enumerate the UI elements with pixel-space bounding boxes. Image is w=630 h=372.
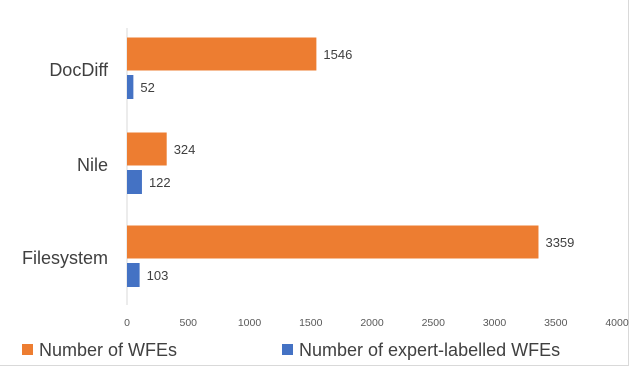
x-tick-label: 1500 [299,317,323,329]
bar-docdiff-number-of-wfes [127,37,317,71]
legend: Number of WFEs Number of expert-labelled … [22,340,560,360]
x-tick-label: 2500 [422,317,446,329]
x-tick-label: 4000 [605,317,629,329]
x-tick-label: 500 [179,317,197,329]
bar-nile-number-of-expert-labelled-wfes [127,170,142,194]
data-label-filesystem-number-of-wfes: 3359 [545,235,574,250]
category-label-docdiff: DocDiff [49,60,109,80]
category-label-filesystem: Filesystem [22,248,108,268]
category-labels: DocDiff Nile Filesystem [22,60,109,268]
bar-docdiff-number-of-expert-labelled-wfes [127,75,134,99]
x-tick-label: 3500 [544,317,568,329]
x-tick-label: 3000 [483,317,507,329]
x-tick-label: 1000 [238,317,262,329]
data-label-nile-number-of-wfes: 324 [174,142,196,157]
bars-group: 1546 52 324 122 3359 103 [127,37,574,287]
data-label-docdiff-number-of-wfes: 1546 [323,47,352,62]
legend-swatch-number-of-wfes [22,344,33,355]
bar-filesystem-number-of-wfes [127,225,539,259]
legend-swatch-number-of-expert-labelled-wfes [282,344,293,355]
legend-label-number-of-wfes: Number of WFEs [39,340,177,360]
bar-filesystem-number-of-expert-labelled-wfes [127,263,140,287]
x-tick-label: 0 [124,317,130,329]
x-tick-label: 2000 [360,317,384,329]
legend-label-number-of-expert-labelled-wfes: Number of expert-labelled WFEs [299,340,560,360]
data-label-docdiff-number-of-expert-labelled-wfes: 52 [140,80,154,95]
category-label-nile: Nile [77,155,108,175]
x-axis-ticks: 0 500 1000 1500 2000 2500 3000 3500 4000 [124,317,629,329]
data-label-filesystem-number-of-expert-labelled-wfes: 103 [147,268,169,283]
data-label-nile-number-of-expert-labelled-wfes: 122 [149,175,171,190]
bar-nile-number-of-wfes [127,132,167,166]
